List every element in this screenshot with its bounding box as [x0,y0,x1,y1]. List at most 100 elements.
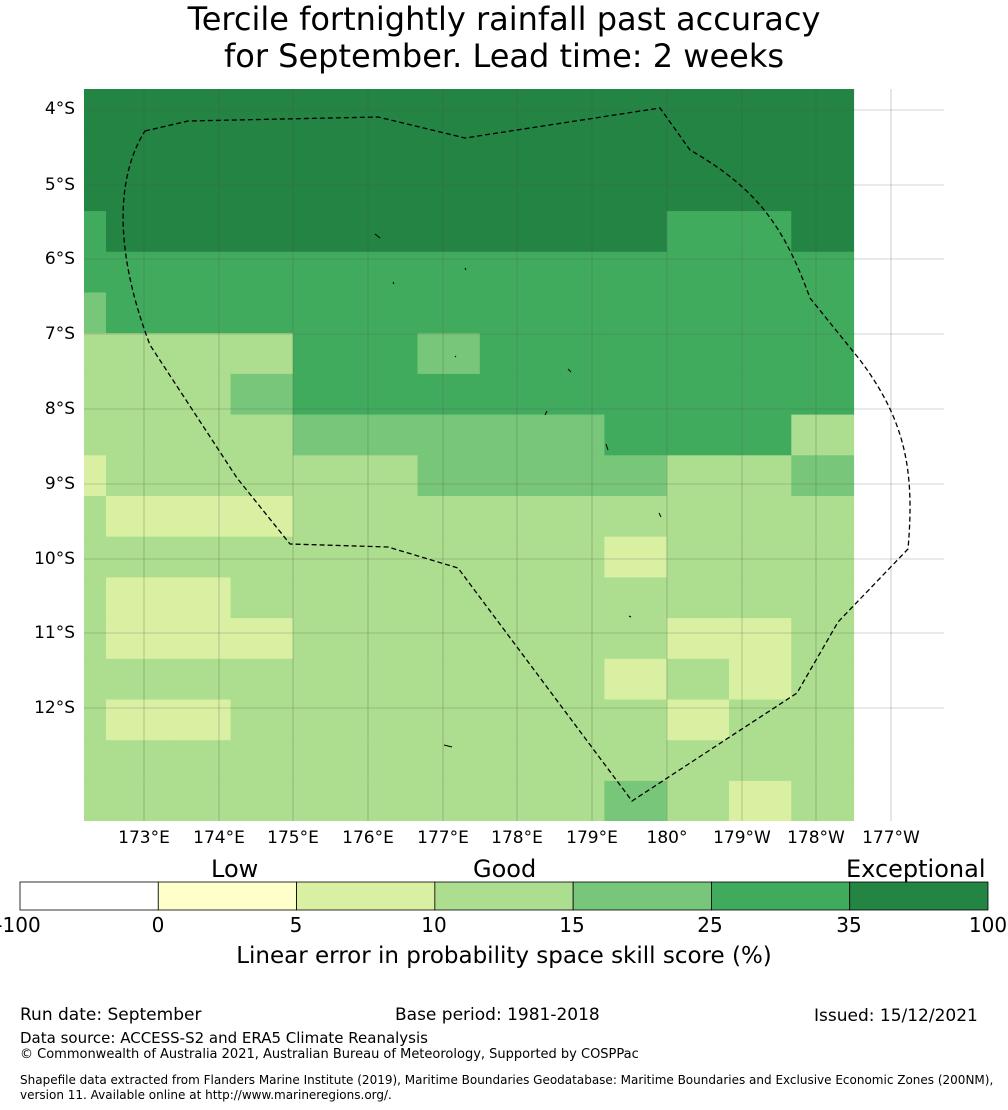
grid-cell [542,658,605,700]
grid-cell [666,496,730,538]
data-source: Data source: ACCESS-S2 and ERA5 Climate … [20,1029,428,1047]
grid-cell [604,251,668,293]
grid-cell [230,780,294,821]
lon-label: 173°E [118,828,170,848]
grid-cell [479,496,543,538]
grid-cell [479,89,543,131]
colorbar [19,881,989,911]
grid-cell [355,740,418,782]
grid-cell [417,414,481,456]
colorbar-tick: 5 [289,913,303,937]
grid-cell [666,89,730,131]
grid-cell [292,618,356,660]
grid-cell [417,658,481,700]
maritime-boundary-outline [122,107,911,802]
island [464,267,467,271]
colorbar-tick: 10 [421,913,447,937]
grid-cell [791,129,855,171]
grid-cell [791,536,855,578]
grid-cell [791,577,855,619]
grid-cell [542,211,605,253]
grid-cell [729,292,792,334]
grid-cell [791,740,855,782]
grid-cell [355,496,418,538]
grid-cell [106,699,169,741]
grid-cell [479,740,543,782]
grid-cell [666,292,730,334]
grid-cell [84,333,107,375]
grid-cell [230,211,294,253]
grid-cell [84,211,107,253]
island [374,233,381,239]
grid-cell [791,251,855,293]
grid-cell [168,211,232,253]
grid-cell [542,292,605,334]
grid-cell [168,536,232,578]
island [544,410,548,416]
island [658,512,662,518]
lon-label: 178°W [787,828,845,848]
grid-cell [106,658,169,700]
grid-cell [168,658,232,700]
grid-cell [729,577,792,619]
lon-label: 177°E [417,828,469,848]
grid-cell [355,536,418,578]
grid-cell [542,536,605,578]
colorbar-segment [711,881,851,911]
grid-cell [106,251,169,293]
grid-cell [355,373,418,416]
grid-cell [666,129,730,171]
grid-cell [479,577,543,619]
lon-label: 175°E [267,828,319,848]
island [454,355,457,358]
grid-cell [479,292,543,334]
grid-cell [417,292,481,334]
grid-cell [292,414,356,456]
grid-cell [106,373,169,416]
grid-cell [230,373,294,416]
lat-label: 4°S [44,99,75,119]
grid-cell [729,780,792,821]
grid-cell [666,577,730,619]
grid-cell [168,251,232,293]
grid-cell [292,577,356,619]
grid-cell [106,129,169,171]
lat-label: 8°S [44,399,75,419]
grid-cell [417,618,481,660]
grid-cell [479,658,543,700]
grid-cell [417,455,481,497]
grid-cell [542,699,605,741]
run-date: Run date: September [20,1005,202,1025]
grid-cell [230,577,294,619]
grid-cell [542,618,605,660]
grid-cell [106,740,169,782]
grid-cell [729,414,792,456]
grid-cell [230,414,294,456]
grid-cell [230,333,294,375]
grid-cell [542,740,605,782]
grid-cell [84,618,107,660]
grid-cell [106,496,169,538]
grid-cell [84,658,107,700]
grid-cell [479,170,543,212]
lon-label: 179°E [566,828,618,848]
grid-cell [666,618,730,660]
grid-cell [666,699,730,741]
grid-cell [604,333,668,375]
lat-label: 11°S [34,623,75,643]
colorbar-title: Linear error in probability space skill … [236,943,772,969]
grid-cell [292,780,356,821]
grid-cell [417,129,481,171]
grid-cell [666,658,730,700]
colorbar-segment [434,881,574,911]
lat-label: 7°S [44,324,75,344]
grid-cell [84,536,107,578]
grid-cell [292,170,356,212]
grid-cell [106,618,169,660]
grid-cell [417,251,481,293]
grid-cell [542,577,605,619]
grid-cell [729,89,792,131]
grid-cell [417,740,481,782]
grid-cell [666,333,730,375]
